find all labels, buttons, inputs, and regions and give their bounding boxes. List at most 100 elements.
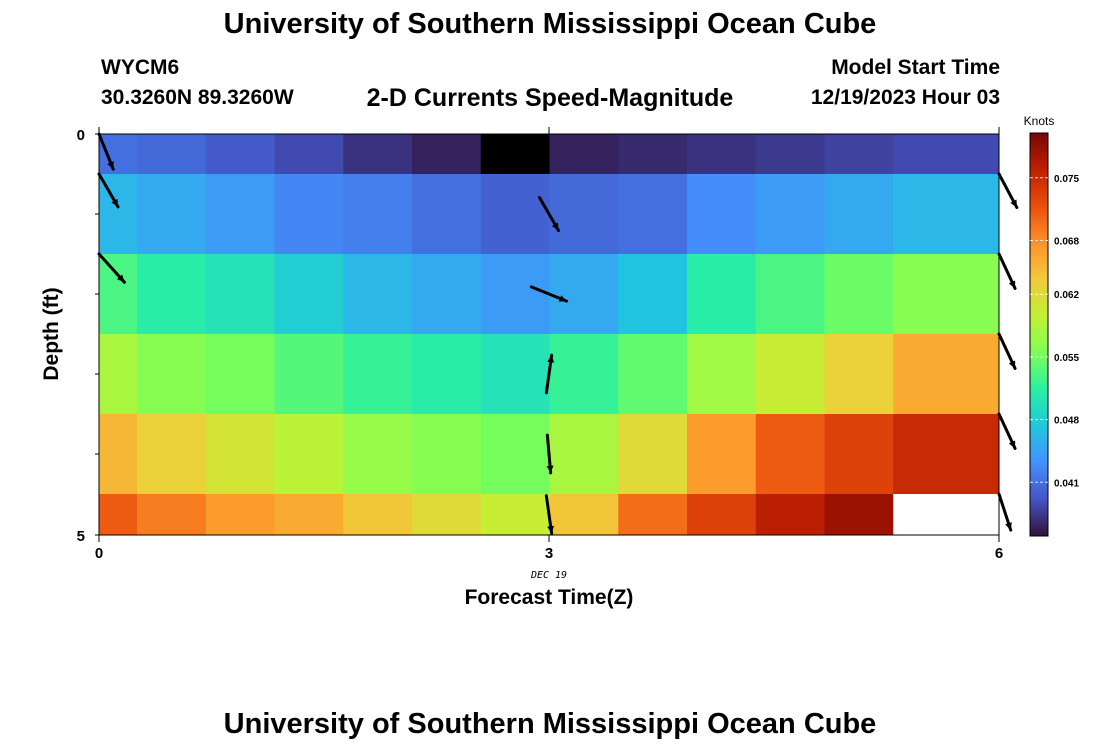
heatmap-cell <box>480 494 550 536</box>
heatmap-cell <box>99 254 138 335</box>
heatmap-cell <box>343 334 413 415</box>
heatmap-cell <box>274 334 344 415</box>
colorbar-tick-label: 0.041 <box>1054 478 1079 489</box>
current-vector <box>97 172 120 209</box>
y-axis-label: Depth (ft) <box>40 287 63 380</box>
footer-title: University of Southern Mississippi Ocean… <box>223 708 877 740</box>
heatmap-cell <box>343 174 413 255</box>
heatmap-cell <box>137 174 207 255</box>
heatmap-cell <box>824 134 894 175</box>
heatmap-cell <box>412 414 482 495</box>
heatmap-cell <box>755 134 825 175</box>
heatmap-cell <box>137 334 207 415</box>
heatmap-cell <box>480 254 550 335</box>
heatmap-cell <box>274 134 344 175</box>
heatmap-cell <box>755 494 825 536</box>
heatmap-cells <box>99 134 1000 536</box>
heatmap-cell <box>618 414 688 495</box>
heatmap-cell <box>412 134 482 175</box>
heatmap-cell <box>618 254 688 335</box>
current-vector <box>544 494 555 535</box>
current-vector <box>997 492 1013 532</box>
heatmap-cell <box>274 254 344 335</box>
heatmap-cell <box>755 334 825 415</box>
heatmap-cell <box>755 414 825 495</box>
chart-subtitle: 2-D Currents Speed-Magnitude <box>366 84 734 112</box>
heatmap-cell <box>343 134 413 175</box>
heatmap-cell <box>205 414 275 495</box>
current-vector <box>97 132 115 171</box>
heatmap-cell <box>205 134 275 175</box>
colorbar-label: Knots <box>1024 114 1055 128</box>
heatmap-cell <box>480 414 550 495</box>
heatmap-cell <box>549 494 619 536</box>
heatmap-cell <box>549 334 619 415</box>
heatmap-cell <box>755 174 825 255</box>
current-vector <box>997 252 1017 290</box>
colorbar-tick-label: 0.048 <box>1054 416 1079 427</box>
heatmap-cell <box>274 174 344 255</box>
heatmap-cell <box>824 414 894 495</box>
heatmap-cell <box>549 174 619 255</box>
current-vector <box>538 196 560 232</box>
colorbar-tick-label: 0.068 <box>1054 236 1079 247</box>
heatmap-cell <box>687 134 757 175</box>
heatmap-cell <box>343 494 413 536</box>
heatmap-cell <box>824 494 894 536</box>
x-tick-label: 0 <box>95 545 103 562</box>
heatmap-cell <box>893 494 1000 536</box>
x-date-label: DEC 19 <box>530 570 567 581</box>
station-id: WYCM6 <box>101 56 180 79</box>
heatmap-cell <box>99 414 138 495</box>
current-vector <box>97 252 126 284</box>
heatmap-cell <box>99 494 138 536</box>
heatmap-cell <box>618 494 688 536</box>
heatmap-cell <box>274 414 344 495</box>
model-start-value: 12/19/2023 Hour 03 <box>810 86 1000 109</box>
colorbar: Knots 0.041 0.048 0.055 0.062 0.068 0.075 <box>1024 114 1079 537</box>
heatmap-cell <box>549 134 619 175</box>
heatmap-cell <box>893 414 1000 495</box>
current-vector <box>997 172 1019 210</box>
current-vector <box>545 433 554 475</box>
heatmap-cell <box>618 334 688 415</box>
heatmap-cell <box>205 254 275 335</box>
heatmap-cell <box>480 134 550 175</box>
heatmap-cell <box>137 414 207 495</box>
heatmap-cell <box>893 334 1000 415</box>
heatmap-cell <box>824 254 894 335</box>
heatmap-cell <box>205 174 275 255</box>
current-vectors <box>97 132 1019 535</box>
heatmap-cell <box>412 254 482 335</box>
heatmap-cell <box>824 334 894 415</box>
current-vector <box>997 332 1017 370</box>
heatmap-cell <box>618 174 688 255</box>
current-vector <box>529 285 569 303</box>
heatmap-cell <box>412 494 482 536</box>
colorbar-tick-label: 0.075 <box>1054 174 1079 185</box>
y-tick-label: 5 <box>77 528 85 545</box>
heatmap-cell <box>549 254 619 335</box>
heatmap-cell <box>687 174 757 255</box>
current-vector <box>997 412 1017 450</box>
heatmap-cell <box>343 414 413 495</box>
heatmap-cell <box>893 174 1000 255</box>
model-start-label: Model Start Time <box>831 56 1000 79</box>
colorbar-tick-label: 0.062 <box>1054 290 1079 301</box>
heatmap-cell <box>755 254 825 335</box>
heatmap-cell <box>618 134 688 175</box>
x-tick-label: 6 <box>995 545 1003 562</box>
heatmap-cell <box>205 494 275 536</box>
page-title: University of Southern Mississippi Ocean… <box>223 8 877 40</box>
colorbar-gradient <box>1029 132 1049 537</box>
heatmap-cell <box>687 254 757 335</box>
heatmap-cell <box>205 334 275 415</box>
heatmap-cell <box>137 134 207 175</box>
current-vector <box>544 353 555 395</box>
heatmap-cell <box>412 174 482 255</box>
colorbar-tick-label: 0.055 <box>1054 353 1079 364</box>
heatmap-cell <box>687 414 757 495</box>
heatmap-cell <box>274 494 344 536</box>
